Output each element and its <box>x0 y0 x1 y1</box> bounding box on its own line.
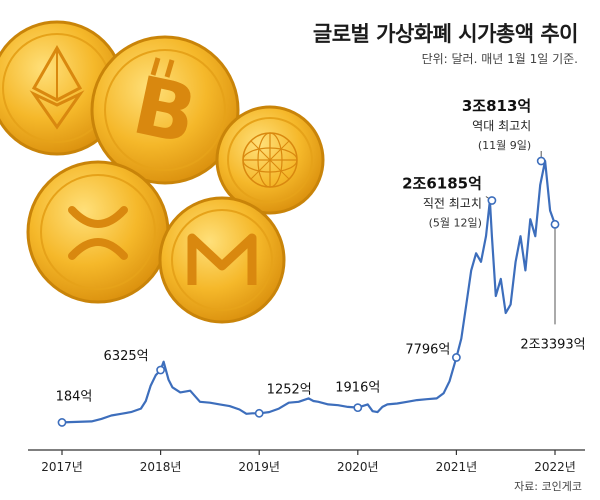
ripple-coin-icon <box>26 160 170 304</box>
x-tick-label: 2019년 <box>238 460 280 474</box>
chart-title: 글로벌 가상화폐 시가총액 추이 <box>312 22 579 46</box>
data-point-marker <box>353 403 363 413</box>
quant-coin-icon <box>215 105 325 215</box>
data-point-marker <box>487 196 497 205</box>
source-note: 자료: 코인게코 <box>514 480 582 493</box>
annotation-note: 직전 최고치 <box>423 197 482 211</box>
data-point-marker <box>451 353 461 362</box>
data-label: 3조813억 <box>462 97 531 115</box>
x-tick-label: 2018년 <box>140 460 182 474</box>
data-label: 184억 <box>56 389 93 404</box>
data-point-marker <box>57 418 67 427</box>
data-point-marker <box>156 365 165 375</box>
annotation-date: (5월 12일) <box>429 216 482 230</box>
data-point-marker <box>536 156 546 166</box>
monero-coin-icon <box>158 196 286 324</box>
x-tick-label: 2022년 <box>534 460 576 474</box>
x-tick-label: 2017년 <box>41 460 83 474</box>
data-label: 2조6185억 <box>402 175 482 193</box>
data-label: 2조3393억 <box>520 337 585 352</box>
data-label: 7796억 <box>405 342 450 357</box>
data-point-marker <box>550 219 560 229</box>
x-tick-label: 2020년 <box>337 460 379 474</box>
annotation-note: 역대 최고치 <box>472 119 531 133</box>
annotation-date: (11월 9일) <box>478 138 531 152</box>
chart-subtitle: 단위: 달러. 매년 1월 1일 기준. <box>421 52 578 66</box>
data-label: 1916억 <box>335 381 380 396</box>
x-tick-label: 2021년 <box>436 460 478 474</box>
bitcoin-coin-icon: B <box>90 35 240 185</box>
data-point-marker <box>254 408 264 418</box>
data-label: 6325억 <box>104 349 149 364</box>
data-label: 1252억 <box>267 382 312 397</box>
